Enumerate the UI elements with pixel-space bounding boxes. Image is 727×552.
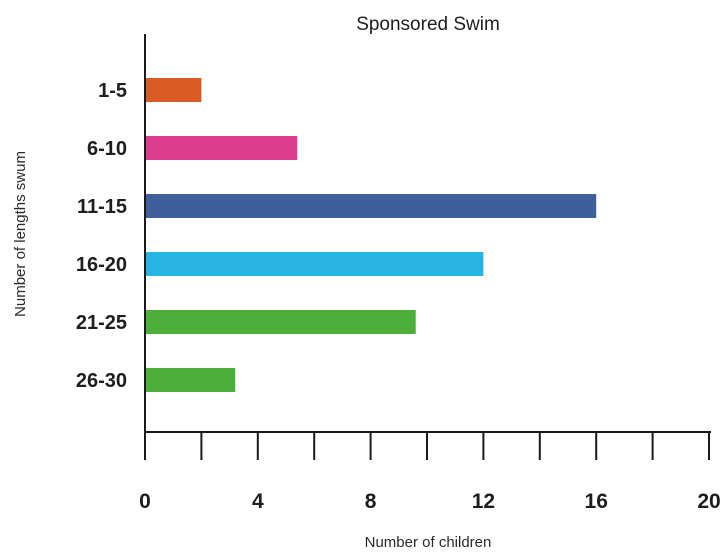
category-label-21-25: 21-25 (76, 312, 127, 334)
x-axis-title: Number of children (365, 534, 492, 551)
category-label-6-10: 6-10 (87, 138, 127, 160)
bar-6-10 (146, 136, 298, 160)
category-label-11-15: 11-15 (77, 196, 127, 218)
x-tick-label-12: 12 (472, 490, 495, 513)
x-tick-label-16: 16 (585, 490, 608, 513)
x-tick-label-0: 0 (139, 490, 151, 513)
bar-11-15 (146, 194, 597, 218)
y-axis-title: Number of lengths swum (12, 151, 29, 317)
bar-26-30 (146, 368, 236, 392)
bar-16-20 (146, 252, 484, 276)
bar-21-25 (146, 310, 416, 334)
category-label-16-20: 16-20 (76, 254, 127, 276)
x-tick-label-4: 4 (252, 490, 264, 513)
category-labels: 1-5 6-10 11-15 16-20 21-25 26-30 (76, 80, 127, 392)
x-tick-label-20: 20 (697, 490, 720, 513)
chart-title: Sponsored Swim (356, 14, 500, 35)
bar-1-5 (146, 78, 202, 102)
x-tick-label-8: 8 (365, 490, 377, 513)
bars-layer (146, 78, 597, 392)
x-axis-ticks: 0 4 8 12 16 20 (139, 432, 721, 513)
category-label-26-30: 26-30 (76, 370, 127, 392)
category-label-1-5: 1-5 (98, 80, 127, 102)
